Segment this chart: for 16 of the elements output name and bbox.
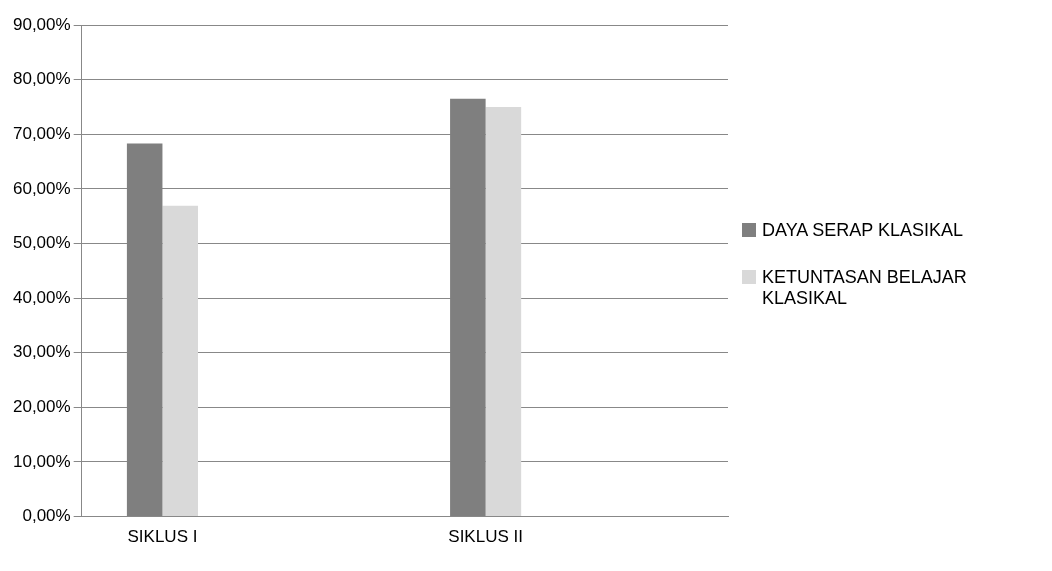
x-tick-label: SIKLUS I	[127, 527, 198, 547]
y-tick-label: 20,00%	[12, 397, 71, 417]
y-tick-label: 90,00%	[12, 14, 71, 34]
legend-label: DAYA SERAP KLASIKAL	[762, 220, 964, 241]
y-tick-label: 30,00%	[12, 342, 71, 362]
legend-label: KETUNTASAN BELAJAR KLASIKAL	[762, 267, 968, 309]
y-tick-label: 50,00%	[12, 233, 71, 253]
bar	[485, 106, 522, 517]
bar	[162, 205, 198, 517]
y-tick-label: 70,00%	[12, 123, 71, 143]
y-tick-label: 60,00%	[12, 178, 71, 198]
y-tick-label: 80,00%	[12, 69, 71, 89]
y-tick-label: 0,00%	[22, 506, 71, 526]
x-tick-label: SIKLUS II	[448, 527, 523, 547]
y-tick-label: 10,00%	[12, 451, 71, 471]
y-tick-label: 40,00%	[12, 287, 71, 307]
